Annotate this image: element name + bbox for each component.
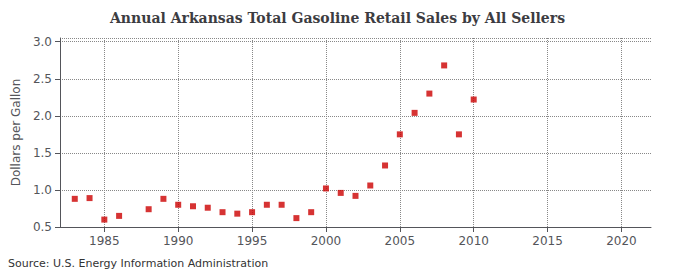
svg-text:2020: 2020: [606, 234, 637, 248]
svg-text:1985: 1985: [89, 234, 120, 248]
svg-text:2010: 2010: [458, 234, 489, 248]
svg-text:2000: 2000: [311, 234, 342, 248]
svg-text:1995: 1995: [237, 234, 268, 248]
svg-text:Source: U.S. Energy Informatio: Source: U.S. Energy Information Administ…: [8, 257, 268, 270]
svg-text:2.5: 2.5: [33, 72, 52, 86]
svg-text:1.5: 1.5: [33, 146, 52, 160]
svg-text:Annual Arkansas Total Gasoline: Annual Arkansas Total Gasoline Retail Sa…: [109, 10, 565, 26]
svg-text:0.5: 0.5: [33, 220, 52, 234]
svg-text:Dollars per Gallon: Dollars per Gallon: [9, 79, 23, 187]
svg-text:2.0: 2.0: [33, 109, 52, 123]
svg-text:1.0: 1.0: [33, 183, 52, 197]
svg-text:2005: 2005: [385, 234, 416, 248]
svg-text:3.0: 3.0: [33, 35, 52, 49]
svg-text:2015: 2015: [532, 234, 563, 248]
svg-text:1990: 1990: [163, 234, 194, 248]
